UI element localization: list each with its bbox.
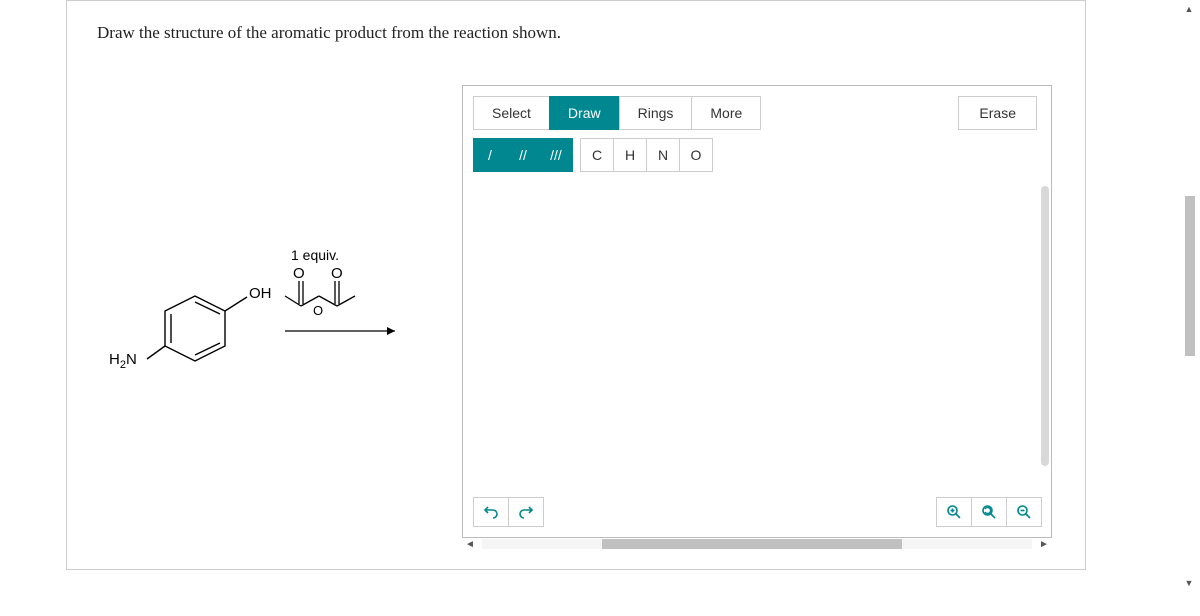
zoom-reset-icon: [981, 504, 997, 520]
bond-triple-button[interactable]: ///: [539, 138, 573, 172]
tab-select[interactable]: Select: [473, 96, 550, 130]
undo-icon: [483, 504, 499, 520]
reagent-o3: O: [313, 303, 323, 318]
erase-button[interactable]: Erase: [958, 96, 1037, 130]
atom-h-button[interactable]: H: [613, 138, 647, 172]
scroll-thumb[interactable]: [602, 539, 902, 549]
atom-o-button[interactable]: O: [679, 138, 713, 172]
bond-double-button[interactable]: //: [506, 138, 540, 172]
zoom-reset-button[interactable]: [971, 497, 1007, 527]
scroll-up-arrow[interactable]: ▲: [1182, 2, 1196, 16]
reagent-o1: O: [293, 265, 305, 282]
reaction-diagram: OH H2N 1 equiv. O O O: [95, 241, 425, 421]
zoom-in-icon: [946, 504, 962, 520]
vscroll-track[interactable]: [1185, 16, 1195, 576]
vscroll-thumb[interactable]: [1185, 196, 1195, 356]
atom-n-button[interactable]: N: [646, 138, 680, 172]
question-panel: Draw the structure of the aromatic produ…: [66, 0, 1086, 570]
scroll-track[interactable]: [482, 539, 1032, 549]
draw-toolbar: / // /// C H N O: [473, 138, 712, 172]
zoom-out-button[interactable]: [1006, 497, 1042, 527]
reaction-svg: [95, 241, 425, 441]
amine-label: H2N: [109, 351, 137, 371]
page-vertical-scrollbar[interactable]: ▲ ▼: [1182, 2, 1198, 597]
zoom-group: [936, 497, 1041, 527]
equiv-label: 1 equiv.: [291, 247, 339, 263]
oh-label: OH: [249, 285, 272, 302]
scroll-right-arrow[interactable]: ►: [1036, 536, 1052, 552]
editor-scrollbar[interactable]: [1041, 186, 1049, 466]
horizontal-scrollbar[interactable]: ◄ ►: [462, 535, 1052, 553]
bond-tool-group: / // ///: [473, 138, 572, 172]
scroll-down-arrow[interactable]: ▼: [1182, 576, 1196, 590]
editor-bottom-toolbar: [473, 497, 1041, 527]
structure-editor: Select Draw Rings More Erase / // /// C …: [462, 85, 1052, 538]
zoom-out-icon: [1016, 504, 1032, 520]
atom-c-button[interactable]: C: [580, 138, 614, 172]
bond-single-button[interactable]: /: [473, 138, 507, 172]
drawing-canvas[interactable]: [463, 178, 1051, 499]
redo-icon: [518, 504, 534, 520]
reagent-o2: O: [331, 265, 343, 282]
tab-rings[interactable]: Rings: [619, 96, 693, 130]
atom-tool-group: C H N O: [580, 138, 712, 172]
undo-button[interactable]: [473, 497, 509, 527]
scroll-left-arrow[interactable]: ◄: [462, 536, 478, 552]
tab-draw[interactable]: Draw: [549, 96, 620, 130]
editor-tabs: Select Draw Rings More: [473, 96, 760, 130]
question-text: Draw the structure of the aromatic produ…: [97, 23, 561, 43]
zoom-in-button[interactable]: [936, 497, 972, 527]
tab-more[interactable]: More: [691, 96, 761, 130]
redo-button[interactable]: [508, 497, 544, 527]
